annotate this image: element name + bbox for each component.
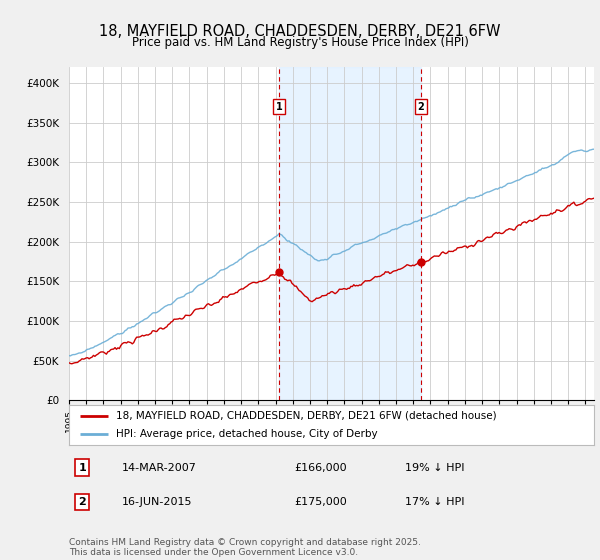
Text: 2: 2	[418, 102, 424, 112]
Text: 1: 1	[78, 463, 86, 473]
Text: £175,000: £175,000	[295, 497, 347, 507]
Text: 19% ↓ HPI: 19% ↓ HPI	[405, 463, 464, 473]
Text: HPI: Average price, detached house, City of Derby: HPI: Average price, detached house, City…	[116, 430, 378, 439]
Text: Price paid vs. HM Land Registry's House Price Index (HPI): Price paid vs. HM Land Registry's House …	[131, 36, 469, 49]
Text: 14-MAR-2007: 14-MAR-2007	[121, 463, 196, 473]
Bar	[279, 67, 421, 400]
Text: 16-JUN-2015: 16-JUN-2015	[121, 497, 192, 507]
Text: 17% ↓ HPI: 17% ↓ HPI	[405, 497, 464, 507]
Text: 2: 2	[78, 497, 86, 507]
Text: 1: 1	[275, 102, 282, 112]
Text: £166,000: £166,000	[295, 463, 347, 473]
Text: 18, MAYFIELD ROAD, CHADDESDEN, DERBY, DE21 6FW (detached house): 18, MAYFIELD ROAD, CHADDESDEN, DERBY, DE…	[116, 411, 497, 421]
Text: 18, MAYFIELD ROAD, CHADDESDEN, DERBY, DE21 6FW: 18, MAYFIELD ROAD, CHADDESDEN, DERBY, DE…	[99, 25, 501, 39]
Text: Contains HM Land Registry data © Crown copyright and database right 2025.
This d: Contains HM Land Registry data © Crown c…	[69, 538, 421, 557]
